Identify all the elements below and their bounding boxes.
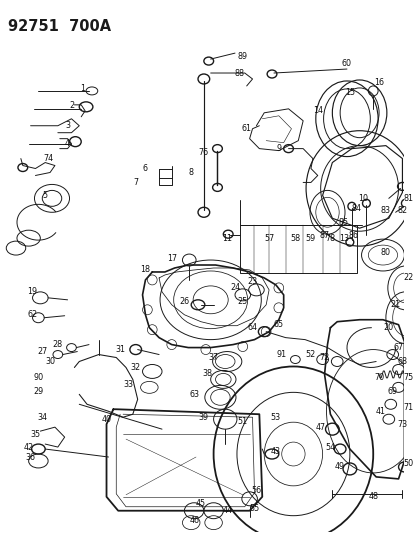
- Text: 1: 1: [79, 84, 85, 93]
- Text: 62: 62: [27, 310, 38, 319]
- Text: 50: 50: [402, 459, 412, 469]
- Text: 30: 30: [45, 357, 55, 366]
- Text: 91: 91: [276, 350, 286, 359]
- Text: 28: 28: [52, 340, 63, 349]
- Text: 85: 85: [338, 218, 348, 227]
- Text: 72: 72: [319, 353, 329, 362]
- Text: 9: 9: [275, 144, 281, 153]
- Text: 75: 75: [402, 373, 413, 382]
- Text: 70: 70: [373, 373, 383, 382]
- Text: 38: 38: [202, 369, 212, 378]
- Text: 51: 51: [237, 417, 247, 426]
- Text: 43: 43: [270, 447, 280, 456]
- Text: 60: 60: [341, 59, 351, 68]
- Text: 59: 59: [305, 233, 315, 243]
- Text: 46: 46: [189, 516, 199, 525]
- Text: 64: 64: [247, 323, 257, 332]
- Text: 86: 86: [348, 231, 358, 240]
- Text: 6: 6: [142, 164, 147, 173]
- Text: 41: 41: [375, 407, 385, 416]
- Text: 17: 17: [166, 254, 176, 263]
- Text: 27: 27: [37, 347, 47, 356]
- Text: 45: 45: [195, 499, 206, 508]
- Text: 37: 37: [208, 353, 218, 362]
- Text: 83: 83: [380, 206, 390, 215]
- Text: 14: 14: [312, 106, 322, 115]
- Text: 71: 71: [402, 403, 412, 412]
- Text: 49: 49: [334, 463, 344, 472]
- Text: 88: 88: [234, 69, 244, 77]
- Text: 19: 19: [27, 287, 38, 296]
- Text: 52: 52: [305, 350, 315, 359]
- Text: 26: 26: [179, 297, 189, 306]
- Text: 90: 90: [33, 373, 43, 382]
- Text: 84: 84: [351, 204, 361, 213]
- Text: 20: 20: [383, 323, 393, 332]
- Text: 47: 47: [315, 423, 325, 432]
- Text: 67: 67: [392, 343, 403, 352]
- Text: 11: 11: [222, 233, 232, 243]
- Text: 10: 10: [358, 194, 368, 203]
- Text: 61: 61: [241, 124, 251, 133]
- Text: 40: 40: [101, 415, 111, 424]
- Text: 78: 78: [325, 233, 335, 243]
- Text: 87: 87: [319, 231, 329, 240]
- Text: 39: 39: [198, 413, 209, 422]
- Text: 63: 63: [189, 390, 199, 399]
- Text: 3: 3: [65, 121, 70, 130]
- Text: 73: 73: [396, 419, 406, 429]
- Text: 58: 58: [290, 233, 300, 243]
- Text: 31: 31: [115, 345, 125, 354]
- Text: 7: 7: [133, 178, 138, 187]
- Text: 48: 48: [367, 492, 377, 502]
- Text: 81: 81: [402, 194, 412, 203]
- Text: 36: 36: [26, 453, 36, 462]
- Text: 21: 21: [389, 300, 400, 309]
- Text: 54: 54: [325, 442, 335, 451]
- Bar: [239, 225, 356, 273]
- Text: 92751  700A: 92751 700A: [8, 19, 111, 34]
- Text: 82: 82: [396, 206, 406, 215]
- Text: 5: 5: [43, 191, 47, 200]
- Text: 42: 42: [24, 442, 33, 451]
- Text: 32: 32: [131, 363, 140, 372]
- Text: 53: 53: [270, 413, 280, 422]
- Text: 13: 13: [338, 233, 348, 243]
- Text: 22: 22: [402, 273, 413, 282]
- Text: 35: 35: [30, 430, 40, 439]
- Text: 23: 23: [247, 277, 257, 286]
- Text: 18: 18: [140, 265, 150, 274]
- Text: 80: 80: [380, 247, 390, 256]
- Text: 57: 57: [263, 233, 273, 243]
- Text: 33: 33: [123, 380, 133, 389]
- Text: 15: 15: [344, 88, 354, 98]
- Text: 65: 65: [273, 320, 283, 329]
- Text: 2: 2: [69, 101, 74, 110]
- Text: 74: 74: [43, 154, 53, 163]
- Text: 34: 34: [37, 413, 47, 422]
- Text: 8: 8: [188, 168, 193, 177]
- Text: 29: 29: [33, 387, 43, 396]
- Text: 4: 4: [65, 139, 70, 148]
- Text: 68: 68: [396, 357, 406, 366]
- Text: 25: 25: [237, 297, 247, 306]
- Text: 16: 16: [373, 78, 383, 87]
- Text: 24: 24: [229, 284, 240, 293]
- Text: 56: 56: [251, 486, 261, 495]
- Text: 44: 44: [222, 506, 232, 515]
- Text: 69: 69: [387, 387, 397, 396]
- Text: 55: 55: [249, 504, 259, 513]
- Text: 76: 76: [198, 148, 209, 157]
- Text: 89: 89: [237, 52, 247, 61]
